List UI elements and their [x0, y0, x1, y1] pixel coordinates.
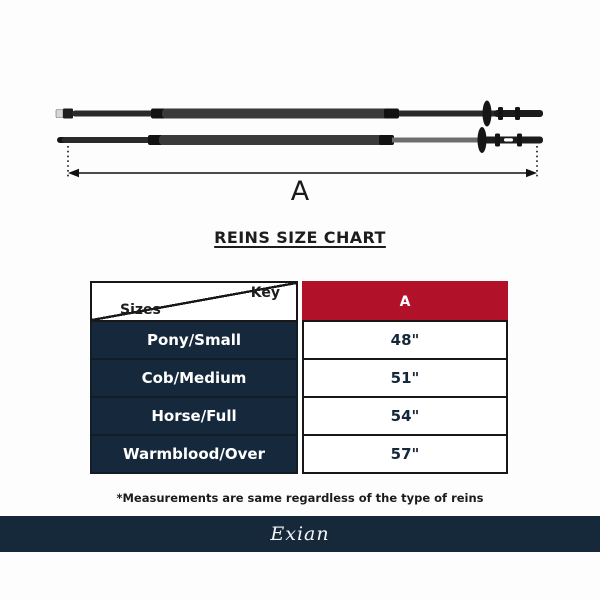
brand-footer-band: Exian	[0, 516, 600, 552]
table-header-column-a: A	[302, 281, 508, 322]
size-cell: Cob/Medium	[90, 358, 298, 398]
header-key-label: Key	[250, 285, 280, 301]
page-title: REINS SIZE CHART	[214, 228, 386, 247]
value-cell: 51"	[302, 358, 508, 398]
reins-illustration	[55, 100, 543, 179]
size-cell: Warmblood/Over	[90, 434, 298, 474]
dimension-label: A	[290, 176, 310, 207]
rein-bottom	[57, 127, 543, 153]
value-cell: 57"	[302, 434, 508, 474]
header-sizes-label: Sizes	[120, 302, 161, 318]
table-row: Horse/Full 54"	[90, 396, 508, 436]
table-header-diagonal-cell: Key Sizes	[90, 281, 298, 322]
measurement-footnote: *Measurements are same regardless of the…	[116, 491, 484, 505]
table-row: Pony/Small 48"	[90, 320, 508, 360]
table-header-row: Key Sizes A	[90, 281, 508, 322]
value-cell: 48"	[302, 320, 508, 360]
dimension-arrow	[67, 146, 538, 179]
size-cell: Pony/Small	[90, 320, 298, 360]
table-row: Cob/Medium 51"	[90, 358, 508, 398]
rein-top	[55, 100, 543, 127]
brand-logo-text: Exian	[270, 523, 330, 545]
size-table: Key Sizes A Pony/Small 48" Cob/Medium 51…	[90, 281, 508, 474]
size-cell: Horse/Full	[90, 396, 298, 436]
table-row: Warmblood/Over 57"	[90, 434, 508, 474]
value-cell: 54"	[302, 396, 508, 436]
